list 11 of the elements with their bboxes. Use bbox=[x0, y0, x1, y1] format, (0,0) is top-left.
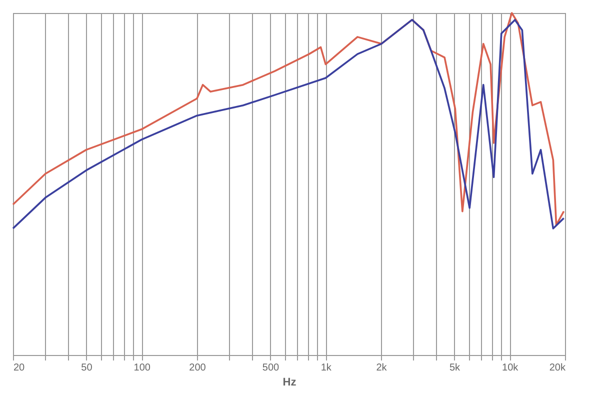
x-axis-title: Hz bbox=[282, 376, 297, 388]
x-tick-label: 100 bbox=[134, 362, 151, 374]
x-tick-label: 500 bbox=[262, 362, 280, 374]
x-tick-label: 20 bbox=[14, 362, 26, 374]
x-tick-label: 5k bbox=[449, 362, 461, 374]
x-tick-label: 1k bbox=[320, 362, 332, 374]
x-tick-label: 10k bbox=[502, 362, 520, 374]
x-tick-label: 50 bbox=[81, 362, 93, 374]
x-tick-label: 2k bbox=[376, 362, 388, 374]
x-tick-label: 200 bbox=[189, 362, 206, 374]
x-tick-label: 20k bbox=[549, 362, 566, 374]
